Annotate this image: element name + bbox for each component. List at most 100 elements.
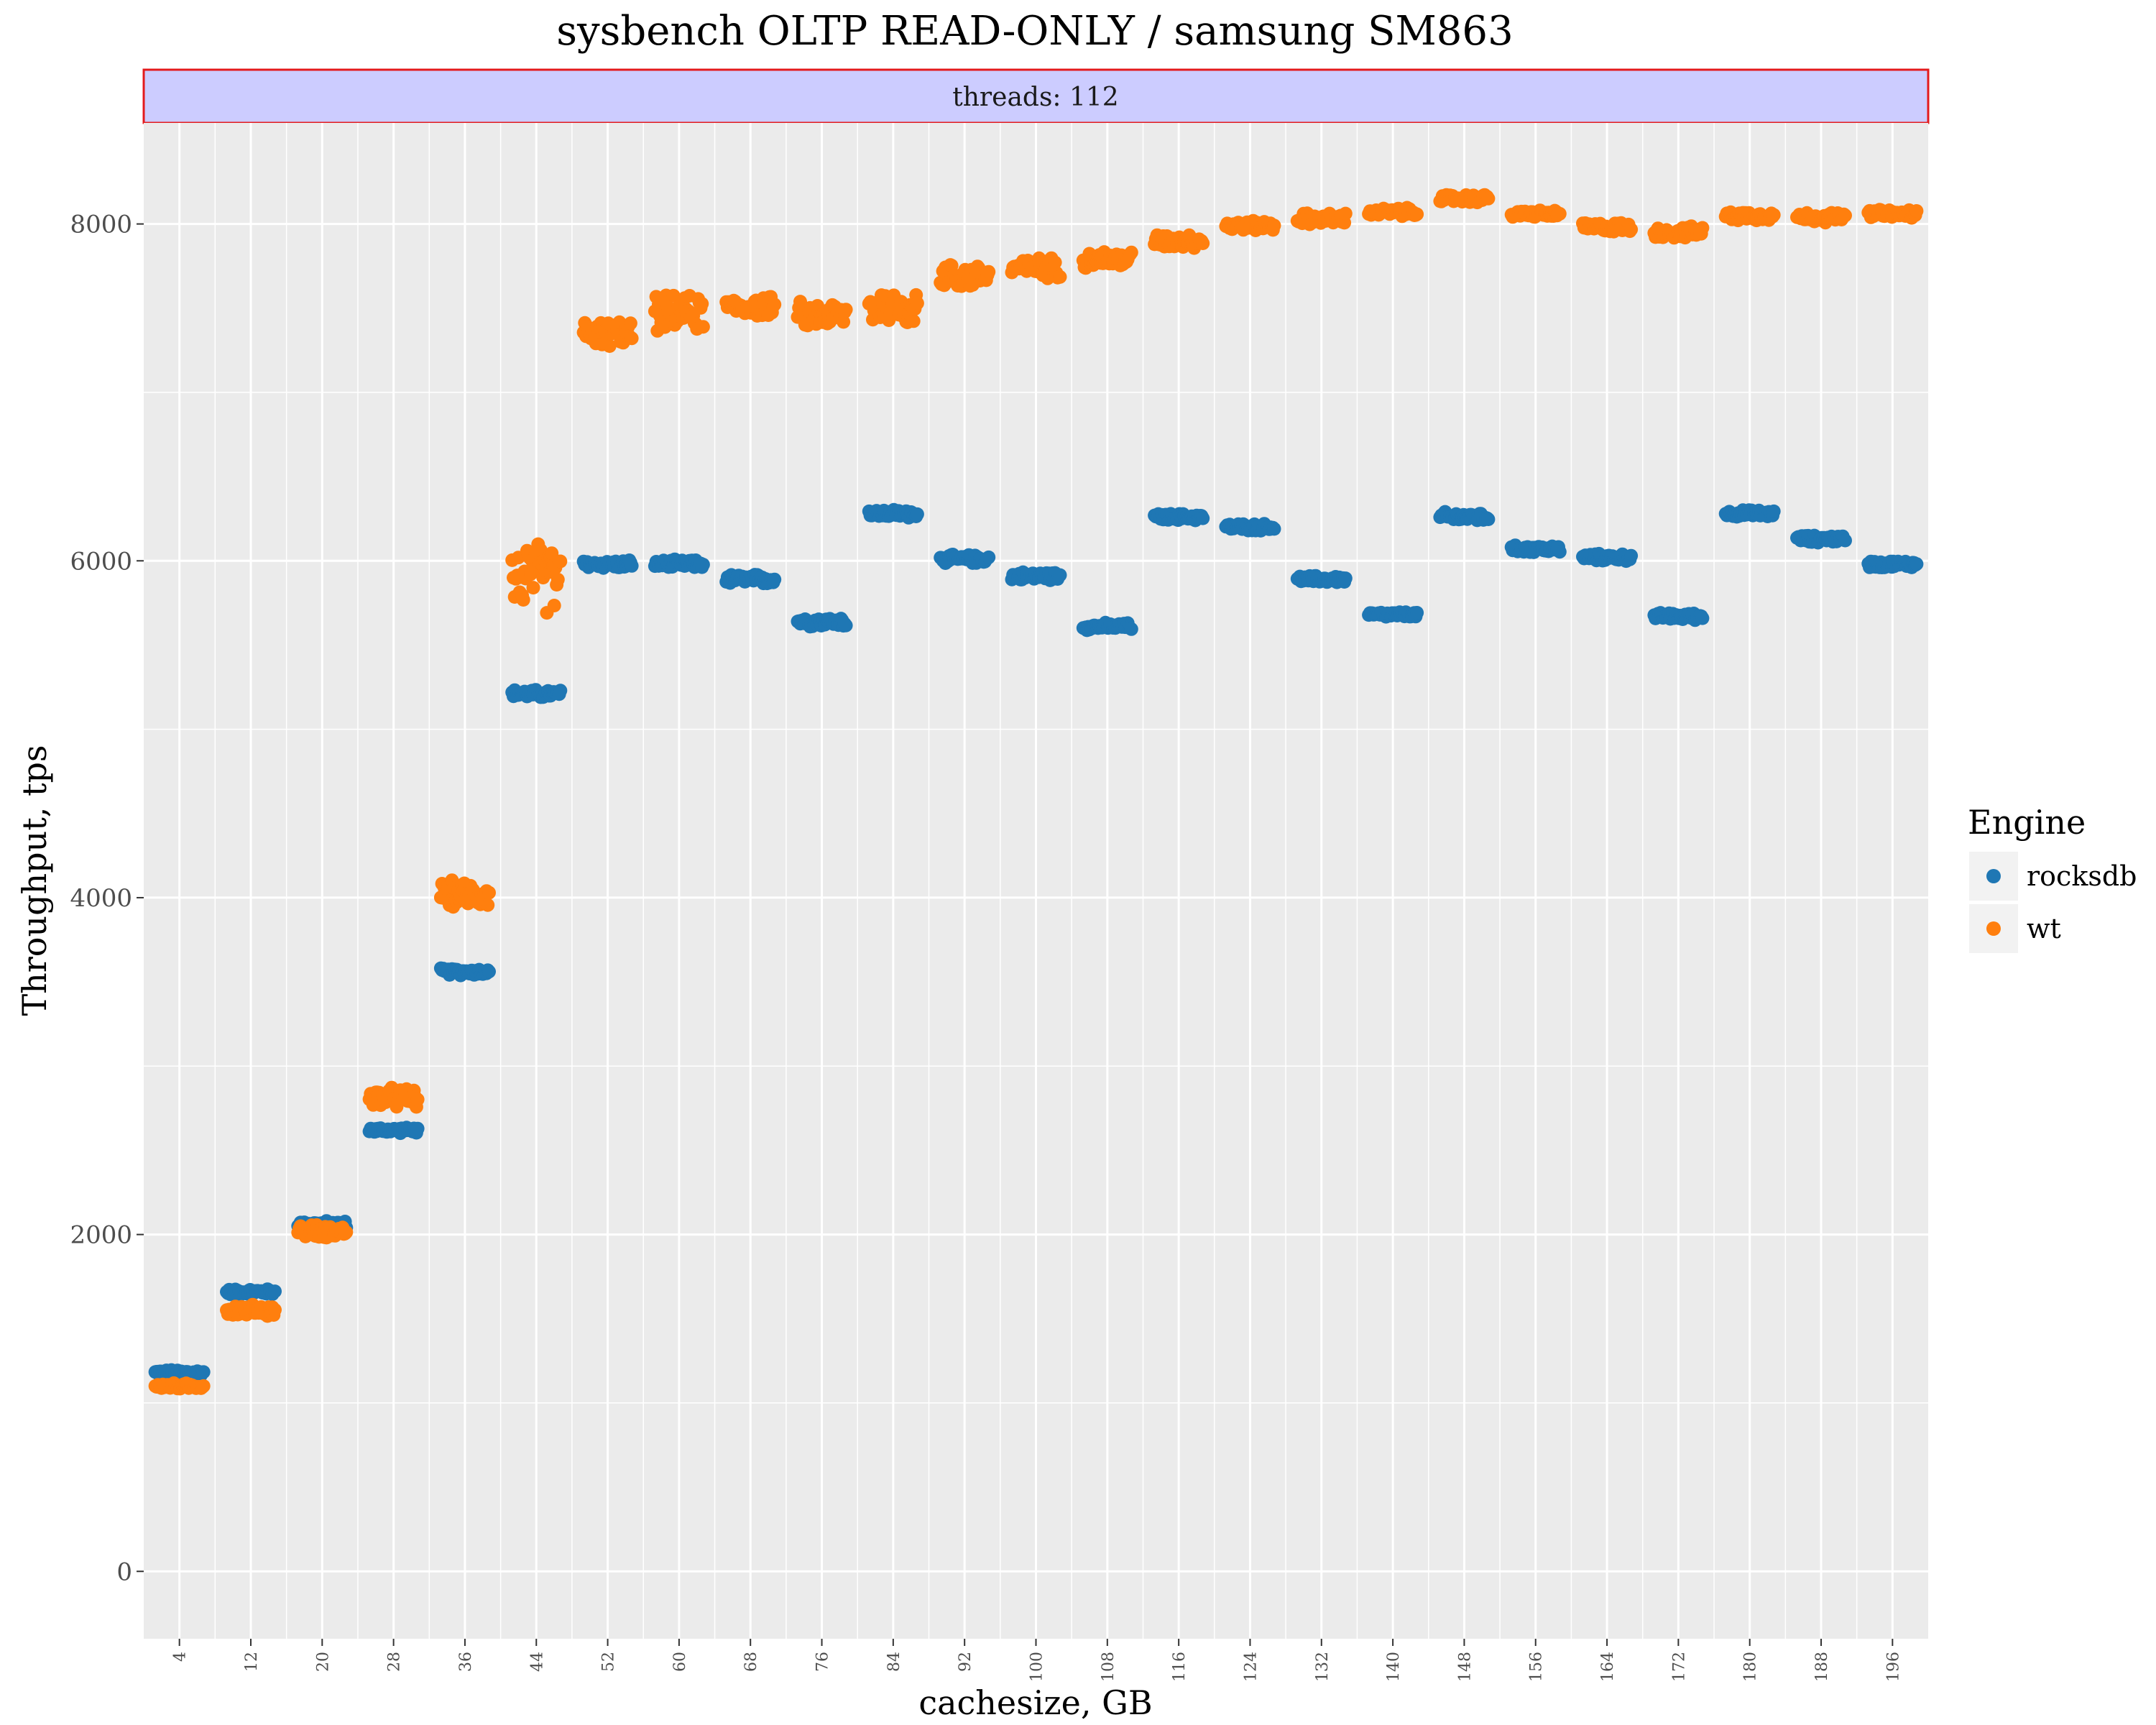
point-wt [666,288,681,303]
point-rocksdb [1838,533,1852,548]
point-wt [1838,208,1852,223]
x-tick-label: 60 [671,1652,689,1672]
y-axis: 0 2000 4000 6000 8000 [70,211,144,1586]
facet-strip [142,68,1930,124]
point-rocksdb [982,550,996,564]
point-wt [1695,221,1710,235]
point-wt [768,298,782,312]
point-wt [982,264,996,279]
legend-title: Engine [1968,803,2086,842]
point-rocksdb [768,572,782,586]
data-points [148,188,1924,1396]
point-wt [516,593,530,607]
point-wt [482,886,496,900]
point-wt [944,259,959,272]
point-rocksdb [1695,611,1710,625]
facet-strip-label: threads: 112 [952,83,1118,112]
point-rocksdb [625,558,639,573]
legend-label-rocksdb: rocksdb [2027,860,2137,892]
point-rocksdb [268,1284,282,1299]
x-tick-label: 12 [243,1652,261,1672]
x-tick-label: 164 [1599,1652,1617,1682]
point-wt [1552,206,1567,221]
point-rocksdb [1552,545,1567,559]
point-wt [1124,245,1138,259]
point-wt [553,554,568,569]
point-wt [1338,206,1353,221]
point-wt [550,572,565,586]
point-wt [906,314,921,328]
x-tick-label: 188 [1813,1652,1831,1682]
point-rocksdb [1410,606,1424,620]
point-rocksdb [1909,557,1924,571]
point-wt [1624,222,1639,236]
x-tick-label: 108 [1100,1652,1118,1682]
point-rocksdb [410,1121,425,1136]
legend-key-wt [1986,921,2001,936]
x-tick-label: 156 [1528,1652,1546,1682]
x-tick-label: 84 [885,1652,903,1672]
x-tick-label: 28 [386,1652,404,1672]
point-wt [481,898,495,912]
x-tick-label: 140 [1385,1652,1403,1682]
point-rocksdb [482,965,496,979]
point-wt [696,320,710,334]
x-tick-label: 132 [1314,1652,1332,1682]
legend: Engine rocksdb wt [1968,803,2137,953]
x-tick-label: 44 [528,1652,546,1672]
x-axis: 4 12 20 28 36 44 52 60 68 76 84 92 100 108 116 124 132 14… [172,1639,1902,1682]
point-wt [910,296,924,310]
x-tick-label: 172 [1670,1652,1688,1682]
point-rocksdb [696,558,710,571]
point-wt [1267,218,1281,233]
x-tick-label: 68 [742,1652,760,1672]
point-wt [1048,255,1062,270]
y-tick-label: 2000 [70,1221,132,1250]
x-tick-label: 52 [600,1652,618,1672]
point-wt [1481,191,1496,206]
point-wt [196,1379,211,1393]
point-rocksdb [1124,622,1138,636]
point-rocksdb [1624,548,1639,563]
x-tick-label: 4 [172,1652,190,1662]
point-wt [602,339,617,353]
x-tick-label: 196 [1884,1652,1902,1682]
point-rocksdb [910,507,924,521]
point-rocksdb [1766,504,1781,518]
point-wt [839,303,853,317]
x-tick-label: 124 [1242,1652,1260,1682]
point-wt [410,1092,425,1107]
point-wt [526,581,540,595]
x-tick-label: 36 [457,1652,475,1672]
point-wt [268,1302,282,1317]
point-rocksdb [1267,522,1281,536]
chart-title: sysbench OLTP READ-ONLY / samsung SM863 [556,8,1513,55]
y-tick-label: 8000 [70,211,132,239]
point-wt [339,1225,354,1239]
major-gridlines [144,123,1928,1639]
legend-key-rocksdb [1986,869,2001,883]
point-rocksdb [1481,512,1496,526]
point-wt [837,315,851,329]
x-tick-label: 92 [957,1652,975,1672]
x-tick-label: 180 [1742,1652,1760,1682]
point-wt [623,316,637,331]
point-rocksdb [1196,511,1210,525]
y-tick-label: 4000 [70,884,132,913]
x-tick-label: 100 [1028,1652,1046,1682]
x-tick-label: 76 [814,1652,832,1672]
point-rocksdb [553,684,568,698]
y-axis-title: Throughput, tps [15,745,54,1016]
point-wt [1053,270,1067,284]
point-wt [547,599,561,612]
x-tick-label: 148 [1456,1652,1474,1682]
point-wt [1196,236,1210,250]
point-wt [695,297,709,311]
point-rocksdb [1053,568,1067,582]
x-axis-title: cachesize, GB [918,1683,1152,1722]
point-wt [625,331,639,346]
point-rocksdb [839,618,853,632]
point-rocksdb [196,1365,211,1379]
point-wt [1410,207,1424,221]
